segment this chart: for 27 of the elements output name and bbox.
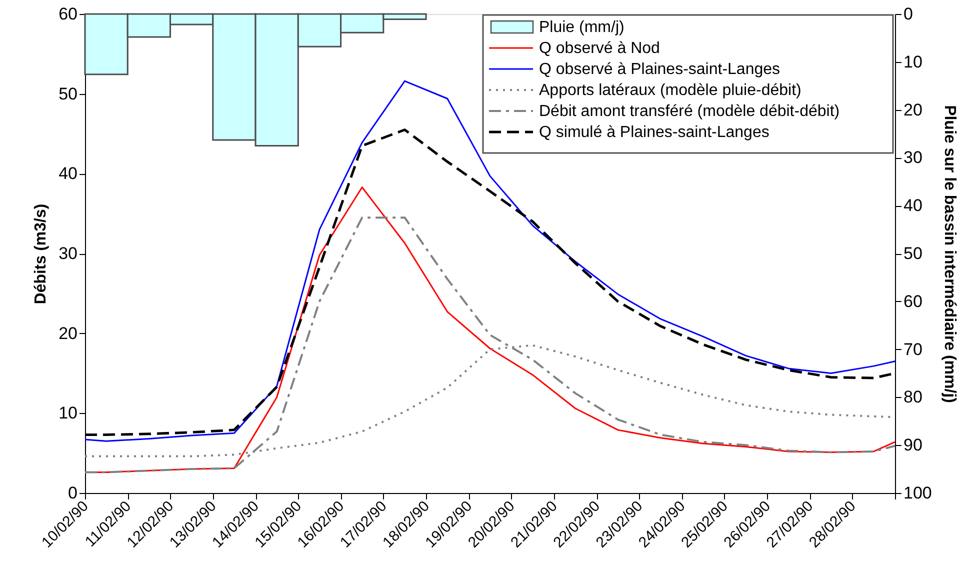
y2-tick-label: 20	[904, 100, 922, 120]
y2-tick-label: 90	[904, 436, 922, 455]
y2-tick-label: 50	[904, 244, 922, 263]
y-tick-label: 30	[58, 244, 78, 263]
legend-label: Apports latéraux (modèle pluie-débit)	[539, 82, 802, 99]
y2-tick-label: 70	[904, 340, 922, 359]
y2-tick-label: 30	[904, 148, 922, 168]
legend-label: Pluie (mm/j)	[539, 19, 624, 36]
y2-tick-label: 40	[904, 196, 922, 216]
y-tick-label: 0	[68, 484, 78, 502]
y-tick-label: 10	[58, 404, 78, 423]
legend-label: Q simulé à Plaines-saint-Langes	[539, 124, 770, 141]
y2-tick-label: 10	[904, 52, 922, 72]
y2-tick-label: 0	[904, 4, 913, 24]
y-tick-label: 60	[58, 4, 78, 24]
y2-tick-label: 60	[904, 292, 922, 311]
legend-label: Débit amont transféré (modèle débit-débit)	[539, 103, 840, 120]
y2-tick-label: 80	[904, 388, 922, 407]
y2-tick-label: 100	[904, 484, 932, 502]
line-series	[84, 80, 896, 442]
y-axis-title: Débits (m3/s)	[32, 204, 50, 304]
legend-label: Q observé à Nod	[539, 40, 660, 57]
legend-label: Q observé à Plaines-saint-Langes	[539, 61, 780, 78]
y-tick-label: 50	[58, 84, 78, 104]
y-tick-label: 40	[58, 164, 78, 184]
y-tick-label: 20	[58, 324, 78, 343]
y2-axis-title: Pluie sur le bassin intermédiaire (mm/j)	[940, 105, 958, 403]
